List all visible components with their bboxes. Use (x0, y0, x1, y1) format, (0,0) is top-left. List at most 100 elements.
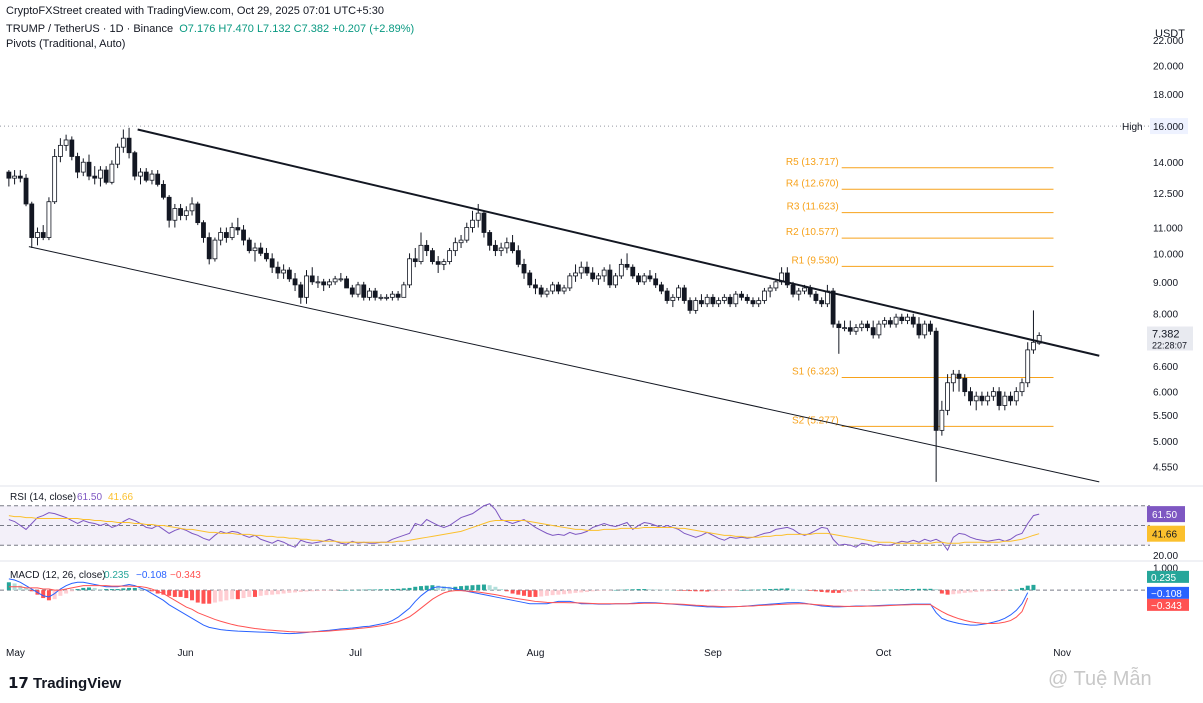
candle-body (624, 263, 630, 268)
macd-hist-bar (802, 590, 807, 591)
price-tick-label: 5.500 (1153, 411, 1178, 422)
candle-body (567, 275, 573, 289)
candle-body (286, 269, 292, 280)
macd-hist-bar (848, 590, 853, 592)
macd-hist-bar (424, 585, 429, 591)
candle-body (973, 395, 979, 402)
macd-hist-bar (350, 589, 355, 591)
created-by-line: CryptoFXStreet created with TradingView.… (6, 5, 384, 17)
price-pane[interactable]: R5 (13.717) R4 (12.670) R3 (11.623) R2 (10.… (6, 127, 1100, 483)
candle-body (773, 281, 779, 289)
macd-hist-bar (636, 589, 641, 591)
macd-hist-bar (167, 590, 172, 596)
macd-hist-bar (688, 590, 693, 592)
candle-body (132, 152, 138, 177)
macd-hist-bar (871, 590, 876, 591)
macd-hist-bar (544, 590, 549, 596)
macd-hist-bar (58, 590, 63, 596)
candle-body (269, 258, 275, 268)
candle-body (630, 266, 636, 277)
candle-body (212, 239, 218, 260)
macd-hist-bar (413, 586, 418, 591)
candle-body (727, 296, 733, 305)
macd-hist-bar (968, 590, 973, 593)
macd-hist-bar (184, 590, 189, 599)
candle-body (584, 266, 590, 274)
pivots-legend[interactable]: Pivots (Traditional, Auto) (6, 38, 126, 50)
ohlc-low: L7.132 (256, 23, 291, 35)
candle-body (464, 227, 470, 241)
rsi-pane[interactable]: RSI (14, close) 61.50 41.66 (0, 492, 1150, 552)
macd-hist-bar (476, 584, 481, 591)
ohlc-high: H7.470 (218, 23, 254, 35)
candle-body (441, 261, 447, 265)
macd-hist-bar (819, 590, 824, 592)
candle-body (756, 300, 762, 305)
macd-hist-bar (1031, 584, 1036, 591)
macd-pane[interactable]: MACD (12, 26, close)0.235 −0.108 −0.343 (0, 570, 1150, 635)
price-tick-label: 18.000 (1153, 90, 1184, 101)
macd-hist-bar (762, 589, 767, 591)
macd-hist-bar (504, 590, 509, 592)
candle-body (35, 232, 40, 238)
candle-body (990, 391, 996, 397)
candle-body (327, 281, 332, 286)
candle-body (258, 247, 264, 254)
price-tick-label: 5.000 (1153, 437, 1178, 448)
tradingview-logo-icon: 𝟭𝟳 (8, 675, 34, 692)
macd-hist-bar (584, 590, 589, 592)
candle-body (315, 281, 321, 284)
candle-body (138, 171, 143, 177)
price-tick-label: 10.000 (1153, 249, 1184, 260)
macd-hist-bar (951, 590, 956, 595)
macd-hist-legend: 0.235 (104, 570, 129, 581)
candle-body (693, 300, 699, 311)
macd-hist-bar (81, 587, 86, 591)
macd-hist-bar (888, 589, 893, 591)
macd-hist-bar (64, 590, 69, 594)
macd-hist-bar (6, 582, 11, 591)
pivot-label: S1 (6.323) (792, 366, 839, 377)
candle-body (166, 196, 172, 221)
candle-body (69, 139, 75, 157)
macd-hist-bar (613, 589, 618, 591)
candle-body (126, 137, 132, 154)
macd-hist-bar (224, 590, 229, 601)
candle-body (332, 278, 338, 283)
countdown-label: 22:28:07 (1152, 341, 1187, 351)
macd-hist-bar (716, 590, 721, 592)
candle-body (641, 275, 647, 283)
candle-body (590, 272, 596, 280)
macd-hist-bar (997, 590, 1002, 591)
candle-body (115, 146, 121, 165)
candle-body (784, 272, 790, 286)
macd-hist-bar (18, 585, 23, 591)
tradingview-logo[interactable]: 𝟭𝟳 TradingView (8, 674, 121, 692)
macd-hist-bar (539, 590, 544, 597)
macd-value-label: 0.235 (1151, 573, 1176, 584)
macd-hist-bar (86, 587, 91, 591)
x-tick-label: Sep (704, 648, 722, 659)
macd-hist-bar (304, 590, 309, 592)
symbol-legend[interactable]: TRUMP / TetherUS · 1D · Binance O7.176 H… (6, 23, 414, 35)
macd-hist-bar (138, 588, 143, 591)
candle-body (515, 250, 521, 265)
macd-hist-bar (207, 590, 212, 604)
candle-body (636, 275, 641, 283)
candle-body (733, 293, 739, 305)
macd-hist-bar (985, 590, 990, 592)
candle-body (853, 327, 859, 332)
macd-hist-bar (647, 589, 652, 591)
macd-hist-bar (109, 589, 114, 591)
candle-body (836, 323, 842, 329)
candle-body (143, 171, 149, 181)
candle-body (29, 203, 35, 238)
candle-body (1002, 395, 1008, 406)
macd-hist-bar (682, 590, 687, 591)
price-tick-label: 20.000 (1153, 62, 1184, 73)
candle-body (859, 323, 865, 329)
macd-hist-bar (836, 590, 841, 593)
macd-hist-bar (522, 590, 527, 596)
macd-hist-bar (934, 589, 939, 591)
